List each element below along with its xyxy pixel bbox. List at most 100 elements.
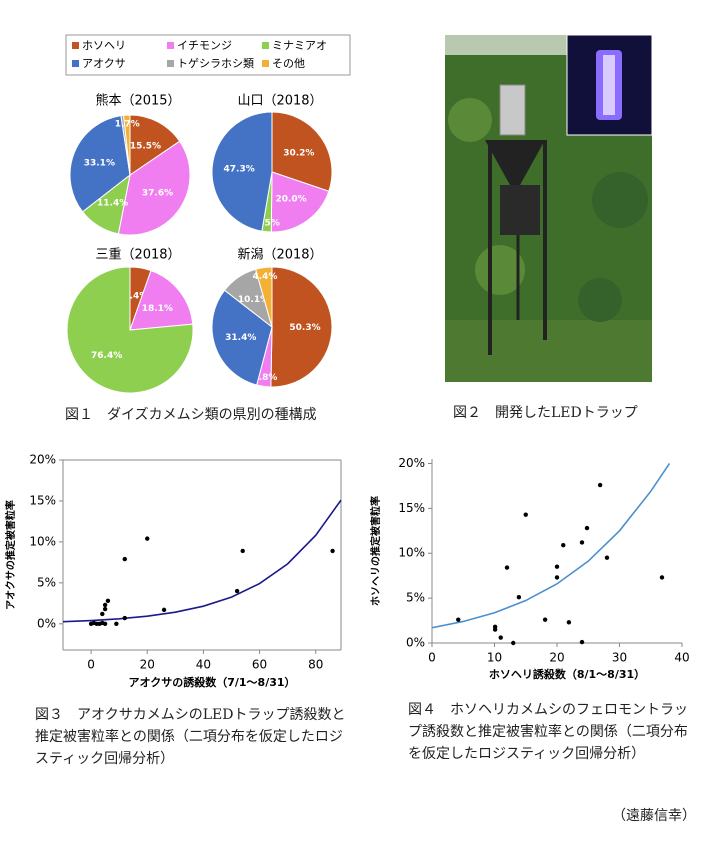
legend-swatch	[72, 42, 79, 49]
legend-swatch	[167, 60, 174, 67]
point	[523, 512, 528, 517]
caption: 図１ ダイズカメムシ類の県別の種構成	[65, 407, 317, 423]
value-label: 5.4%	[123, 291, 148, 301]
point	[498, 635, 503, 640]
value-label: 11.4%	[97, 199, 128, 209]
pie-slice	[255, 266, 273, 328]
pie-title: 山口（2018）	[237, 94, 322, 109]
legend-swatch	[72, 60, 79, 67]
legend-box	[65, 34, 351, 76]
pie-slice	[69, 115, 131, 213]
value-label: 33.1%	[84, 158, 115, 168]
value-label: 31.4%	[225, 333, 256, 343]
point	[102, 621, 108, 626]
point	[114, 621, 119, 626]
legend-label: ミナミアオ	[272, 39, 327, 52]
y-tick-label: 5%	[406, 591, 425, 605]
x-tick-label: 30	[612, 651, 627, 665]
x-tick-label: 20	[549, 651, 564, 665]
legend-swatch	[167, 42, 174, 49]
caption: 図３ アオクサカメムシのLEDトラップ誘殺数と推定被害粒率との関係（二項分布を仮…	[35, 707, 346, 767]
point	[102, 606, 108, 612]
y-axis-label: アオクサの推定被害粒率	[4, 500, 17, 610]
value-label: 4.4%	[252, 272, 277, 282]
pie-slice	[211, 289, 273, 386]
x-tick-label: 10	[487, 651, 502, 665]
pie-slice	[117, 140, 191, 236]
point	[554, 575, 560, 580]
y-tick-label: 10%	[29, 534, 56, 548]
legend-label: トゲシラホシ類	[177, 57, 254, 70]
x-tick-label: 20	[140, 658, 155, 672]
caption: 図４ ホソヘリカメムシのフェロモントラップ誘殺数と推定被害粒率との関係（二項分布…	[408, 702, 688, 762]
value-label: 2.5%	[255, 218, 280, 228]
point	[554, 564, 560, 569]
pie-slice	[129, 114, 181, 176]
trap-photo	[445, 34, 653, 382]
pie-title: 三重（2018）	[95, 247, 180, 263]
x-tick-label: 0	[87, 658, 95, 672]
x-tick-label: 80	[308, 658, 323, 672]
point	[122, 556, 127, 562]
value-label: 50.3%	[289, 323, 320, 333]
legend-label: ホソヘリ	[82, 39, 126, 52]
point	[579, 540, 585, 545]
point	[659, 575, 665, 580]
point	[504, 565, 510, 570]
y-tick-label: 20%	[29, 453, 56, 467]
point	[161, 607, 167, 613]
legend-swatch	[262, 60, 269, 67]
x-tick-label: 40	[196, 658, 211, 672]
point	[102, 602, 108, 608]
value-label: 15.5%	[130, 141, 161, 151]
x-tick-label: 40	[674, 651, 689, 665]
pie-slice	[66, 266, 194, 394]
value-label: 20.0%	[275, 194, 306, 204]
point	[511, 640, 516, 646]
fit-curve	[62, 499, 342, 623]
value-label: 37.6%	[142, 189, 173, 199]
x-tick-label: 0	[428, 651, 436, 665]
point	[561, 542, 566, 548]
y-tick-label: 5%	[37, 575, 56, 589]
y-tick-label: 20%	[398, 456, 425, 470]
x-tick-label: 60	[252, 658, 267, 672]
legend-label: アオクサ	[82, 57, 126, 70]
point	[234, 588, 240, 594]
point	[516, 595, 522, 600]
y-axis-label: ホソヘリの推定被害粒率	[369, 496, 382, 606]
point	[330, 548, 335, 554]
y-tick-label: 0%	[37, 616, 56, 630]
value-label: 3.8%	[252, 373, 277, 383]
x-axis-label: アオクサの誘殺数（7/1～8/31）	[128, 675, 295, 689]
point	[240, 548, 245, 554]
value-label: 18.1%	[142, 304, 173, 314]
value-label: 76.4%	[91, 351, 122, 361]
y-tick-label: 15%	[398, 501, 425, 515]
point	[566, 620, 572, 625]
pie-slice	[270, 266, 333, 388]
caption: 図２ 開発したLEDトラップ	[453, 405, 638, 421]
author: （遠藤信幸）	[612, 808, 696, 824]
pie-slice	[271, 111, 333, 192]
pie-slice	[123, 114, 131, 176]
y-tick-label: 10%	[398, 546, 425, 560]
legend-label: その他	[272, 57, 305, 70]
point	[604, 555, 610, 560]
point	[122, 615, 127, 621]
legend-swatch	[262, 42, 269, 49]
value-label: 47.3%	[224, 165, 255, 175]
pie-title: 新潟（2018）	[237, 247, 322, 263]
x-axis-label: ホソヘリ誘殺数（8/1～8/31）	[489, 667, 645, 681]
pie-slice	[270, 171, 330, 233]
point	[492, 627, 498, 632]
point	[579, 639, 585, 645]
y-tick-label: 15%	[29, 493, 56, 507]
point	[456, 617, 461, 622]
point	[597, 482, 603, 488]
y-tick-label: 0%	[406, 636, 425, 650]
pie-title: 熊本（2015）	[95, 93, 180, 109]
legend-label: イチモンジ	[177, 39, 232, 52]
